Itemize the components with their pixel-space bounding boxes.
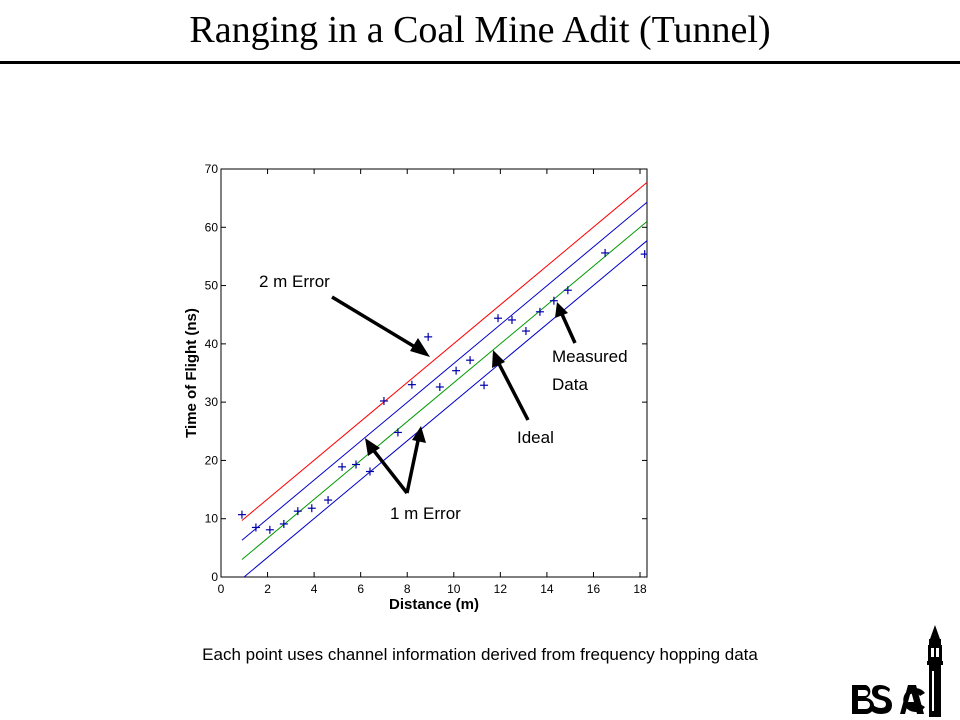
measured-point: [393, 428, 402, 437]
arrow-1m-error-right-head: [412, 426, 426, 443]
line-ideal: [241, 221, 647, 560]
x-tick-label: 12: [494, 582, 508, 596]
x-tick-label: 4: [311, 582, 318, 596]
x-tick-label: 0: [218, 582, 225, 596]
line-minus1: [243, 240, 647, 577]
x-tick-label: 8: [404, 582, 411, 596]
bsac-wordmark: [852, 685, 925, 714]
annotation-ideal: Ideal: [517, 428, 554, 447]
measured-point: [480, 381, 489, 390]
x-tick-label: 18: [633, 582, 647, 596]
line-plus1: [241, 201, 647, 541]
axis-ticks: 0 2 4 6 8 10 12 14 16 18 0 10 20 30 40 50 60 70: [205, 162, 647, 596]
y-tick-label: 30: [205, 395, 219, 409]
line-plus2: [241, 182, 647, 521]
measured-point: [279, 519, 288, 528]
slide-caption: Each point uses channel information deri…: [202, 645, 758, 664]
measured-point: [435, 382, 444, 391]
y-axis-label: Time of Flight (ns): [183, 308, 200, 438]
y-tick-label: 50: [205, 279, 219, 293]
bsac-logo: [852, 625, 943, 717]
measured-point: [293, 507, 302, 516]
measured-point: [379, 396, 388, 405]
y-tick-label: 40: [205, 337, 219, 351]
arrow-measured-head: [555, 302, 568, 318]
annotation-measured: Measured: [552, 347, 628, 366]
x-tick-label: 6: [357, 582, 364, 596]
arrow-2m-error: [331, 295, 421, 352]
arrow-1m-error-left-head: [365, 438, 380, 456]
measured-point: [521, 327, 530, 336]
x-tick-label: 10: [447, 582, 461, 596]
measured-point: [507, 315, 516, 324]
y-tick-label: 20: [205, 453, 219, 467]
measured-point: [407, 380, 416, 389]
measured-point: [494, 314, 503, 323]
measured-point: [338, 462, 347, 471]
x-tick-label: 16: [587, 582, 601, 596]
y-tick-label: 70: [205, 162, 219, 176]
annotation-1m-error: 1 m Error: [390, 504, 461, 523]
measured-point: [424, 332, 433, 341]
arrow-1m-error-left: [369, 445, 409, 495]
reference-lines: [241, 182, 647, 577]
measured-point: [452, 366, 461, 375]
measured-point: [466, 356, 475, 365]
measured-point: [265, 525, 274, 534]
annotation-2m-error: 2 m Error: [259, 272, 330, 291]
x-tick-label: 2: [264, 582, 271, 596]
measured-point: [307, 504, 316, 513]
annotation-data: Data: [552, 375, 588, 394]
annotation-arrows: [331, 295, 577, 495]
measured-point: [601, 248, 610, 257]
campanile-icon: [927, 625, 943, 717]
measured-point: [549, 296, 558, 305]
measured-point: [640, 250, 647, 259]
measured-point: [251, 523, 260, 532]
measured-point: [324, 496, 333, 505]
arrow-measured: [559, 311, 577, 344]
measured-point: [563, 286, 572, 295]
y-tick-label: 0: [211, 570, 218, 584]
title-divider: [0, 61, 960, 64]
slide-title: Ranging in a Coal Mine Adit (Tunnel): [189, 9, 771, 51]
plot-area: [220, 168, 648, 578]
arrow-1m-error-right: [405, 435, 421, 494]
y-tick-label: 60: [205, 220, 219, 234]
arrow-ideal-head: [492, 350, 505, 368]
measured-points: [237, 248, 647, 534]
x-tick-label: 14: [540, 582, 554, 596]
y-tick-label: 10: [205, 512, 219, 526]
measured-point: [535, 307, 544, 316]
measured-point: [352, 460, 361, 469]
x-axis-label: Distance (m): [389, 596, 479, 613]
measured-point: [365, 467, 374, 476]
arrow-2m-error-head: [410, 338, 430, 357]
arrow-ideal: [495, 359, 530, 421]
measured-point: [237, 510, 246, 519]
